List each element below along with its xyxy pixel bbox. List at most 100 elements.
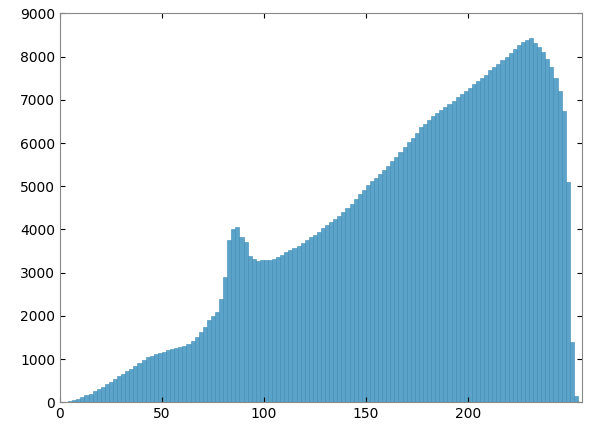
Bar (512, 49, 517, 402)
Bar (256, 261, 260, 402)
Bar (113, 379, 117, 402)
Bar (142, 360, 146, 402)
Bar (72, 400, 76, 402)
Bar (346, 208, 350, 402)
Bar (301, 243, 305, 402)
Bar (137, 363, 142, 402)
Bar (398, 152, 403, 402)
Bar (448, 104, 452, 402)
Bar (358, 194, 362, 402)
Bar (280, 254, 284, 402)
Bar (325, 225, 329, 402)
Bar (130, 369, 133, 402)
Bar (76, 399, 80, 402)
Bar (268, 260, 272, 402)
Bar (117, 376, 121, 402)
Bar (305, 240, 309, 402)
Bar (133, 366, 137, 402)
Bar (505, 57, 509, 402)
Bar (260, 260, 264, 402)
Bar (386, 165, 391, 402)
Bar (443, 107, 448, 402)
Bar (476, 81, 480, 402)
Bar (509, 53, 512, 402)
Bar (264, 260, 268, 402)
Bar (382, 170, 386, 402)
Bar (431, 116, 435, 402)
Bar (455, 97, 460, 402)
Bar (370, 181, 374, 402)
Bar (231, 228, 235, 402)
Bar (154, 354, 158, 402)
Bar (374, 177, 378, 402)
Bar (480, 78, 484, 402)
Bar (423, 124, 427, 402)
Bar (309, 237, 313, 402)
Bar (468, 88, 472, 402)
Bar (121, 374, 125, 402)
Bar (125, 371, 130, 402)
Bar (407, 142, 411, 402)
Bar (80, 397, 85, 402)
Bar (223, 277, 227, 402)
Bar (550, 67, 553, 402)
Bar (239, 237, 244, 402)
Bar (517, 46, 521, 402)
Bar (553, 78, 557, 402)
Bar (235, 227, 239, 402)
Bar (68, 401, 72, 402)
Bar (248, 256, 251, 402)
Bar (353, 199, 358, 402)
Bar (411, 138, 415, 402)
Bar (525, 40, 529, 402)
Bar (533, 43, 537, 402)
Bar (244, 242, 248, 402)
Bar (272, 259, 276, 402)
Bar (439, 110, 443, 402)
Bar (329, 222, 333, 402)
Bar (492, 67, 496, 402)
Bar (85, 396, 89, 402)
Bar (284, 252, 289, 402)
Bar (97, 389, 101, 402)
Bar (484, 75, 488, 402)
Bar (562, 111, 566, 402)
Bar (207, 320, 211, 402)
Bar (337, 216, 341, 402)
Bar (296, 246, 301, 402)
Bar (350, 203, 353, 402)
Bar (557, 91, 562, 402)
Bar (101, 387, 105, 402)
Bar (537, 46, 541, 402)
Bar (464, 91, 468, 402)
Bar (162, 352, 166, 402)
Bar (92, 392, 97, 402)
Bar (321, 228, 325, 402)
Bar (251, 259, 256, 402)
Bar (194, 337, 199, 402)
Bar (105, 384, 109, 402)
Bar (276, 257, 280, 402)
Bar (488, 71, 492, 402)
Bar (415, 133, 419, 402)
Bar (333, 219, 337, 402)
Bar (394, 157, 398, 402)
Bar (427, 120, 431, 402)
Bar (472, 84, 476, 402)
Bar (362, 190, 366, 402)
Bar (289, 250, 292, 402)
Bar (452, 101, 455, 402)
Bar (158, 353, 162, 402)
Bar (146, 357, 150, 402)
Bar (419, 127, 423, 402)
Bar (174, 348, 178, 402)
Bar (545, 59, 550, 402)
Bar (215, 312, 219, 402)
Bar (166, 350, 170, 402)
Bar (460, 94, 464, 402)
Bar (313, 235, 317, 402)
Bar (378, 174, 382, 402)
Bar (150, 356, 154, 402)
Bar (566, 182, 570, 402)
Bar (182, 346, 187, 402)
